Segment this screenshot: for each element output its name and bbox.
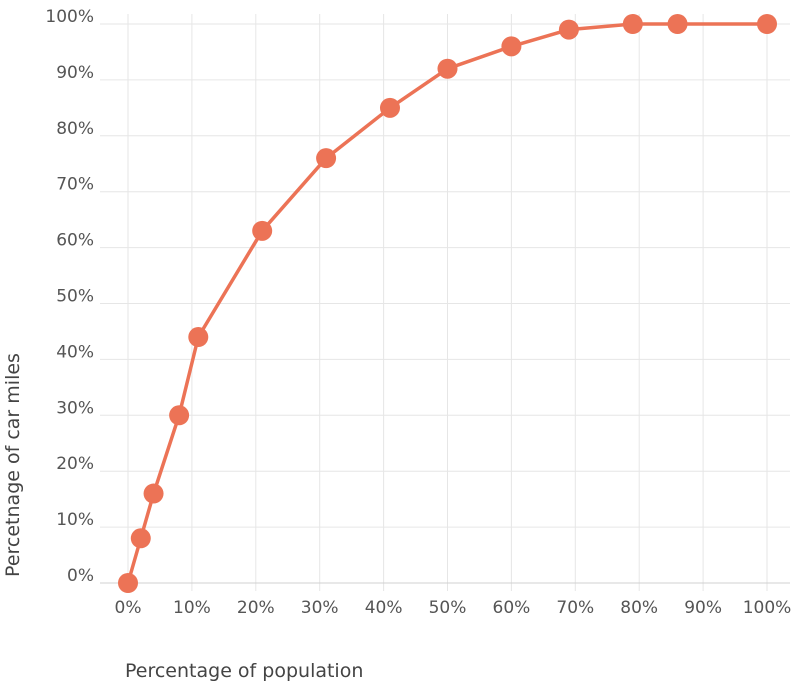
- x-tick-label: 50%: [429, 598, 467, 618]
- x-tick-label: 60%: [493, 598, 531, 618]
- x-tick-label: 80%: [620, 598, 658, 618]
- data-point: [379, 97, 400, 118]
- data-point: [169, 405, 190, 426]
- x-tick-label: 30%: [301, 598, 339, 618]
- data-point: [188, 327, 209, 348]
- y-axis-tick-labels: 0% 10% 20% 30% 40% 50% 60% 70% 80% 90% 100%: [45, 7, 94, 586]
- data-point: [622, 14, 643, 34]
- x-axis-title: Percentage of population: [125, 660, 363, 682]
- y-tick-label: 80%: [56, 119, 94, 139]
- x-tick-label: 20%: [237, 598, 275, 618]
- data-point: [143, 483, 164, 504]
- y-tick-label: 100%: [45, 7, 94, 27]
- x-axis-tick-labels: 0% 10% 20% 30% 40% 50% 60% 70% 80% 90% 100%: [115, 598, 792, 618]
- x-gridlines: [127, 14, 768, 591]
- y-tick-label: 50%: [56, 287, 94, 307]
- x-tick-label: 100%: [743, 598, 792, 618]
- y-tick-label: 90%: [56, 63, 94, 83]
- data-point: [130, 528, 151, 549]
- data-point: [558, 19, 579, 40]
- y-tick-label: 60%: [56, 231, 94, 251]
- data-point: [252, 220, 273, 241]
- data-points: [118, 14, 777, 593]
- y-gridlines: [100, 23, 790, 528]
- y-tick-label: 0%: [67, 566, 94, 586]
- x-tick-label: 40%: [365, 598, 403, 618]
- data-point: [667, 14, 688, 34]
- y-tick-label: 20%: [56, 454, 94, 474]
- x-tick-label: 70%: [556, 598, 594, 618]
- y-tick-label: 70%: [56, 175, 94, 195]
- y-tick-label: 40%: [56, 342, 94, 362]
- data-point: [118, 573, 138, 593]
- data-point: [501, 36, 522, 57]
- y-axis-title: Percetnage of car miles: [2, 353, 24, 577]
- data-point: [316, 148, 337, 169]
- y-tick-label: 10%: [56, 510, 94, 530]
- x-tick-label: 0%: [115, 598, 142, 618]
- x-tick-label: 90%: [684, 598, 722, 618]
- x-tick-label: 10%: [173, 598, 211, 618]
- y-tick-label: 30%: [56, 398, 94, 418]
- series-line: [126, 22, 769, 585]
- data-point: [437, 58, 458, 79]
- data-point: [757, 14, 777, 34]
